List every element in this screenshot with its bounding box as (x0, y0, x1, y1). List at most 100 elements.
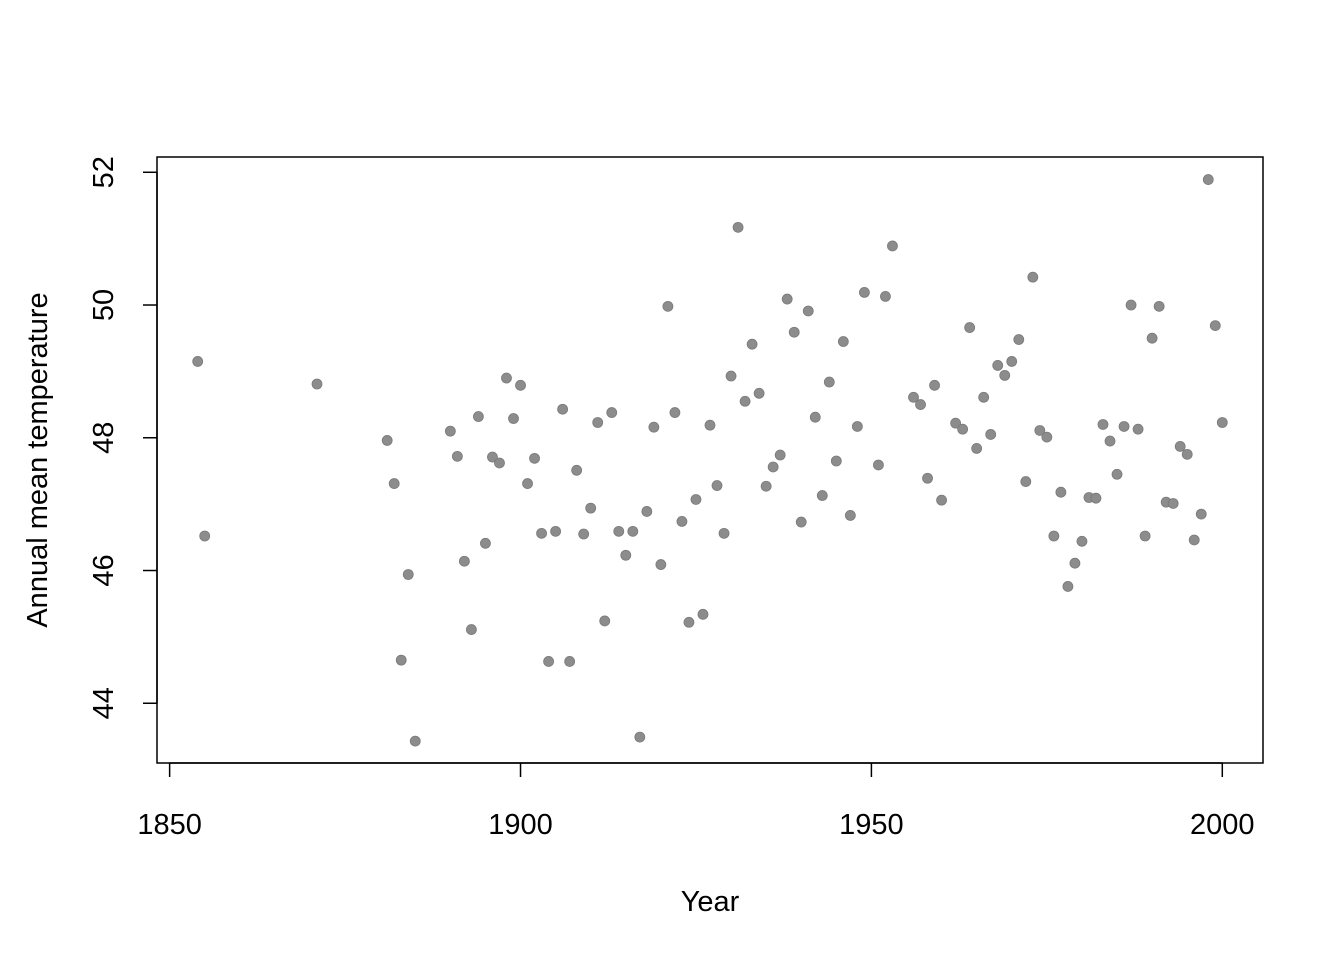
data-point (985, 429, 997, 440)
data-point (802, 305, 814, 317)
data-point (992, 360, 1004, 371)
data-point (564, 656, 576, 667)
data-point (543, 656, 554, 667)
data-point (957, 423, 969, 435)
data-point (929, 379, 940, 391)
data-point (746, 338, 758, 350)
data-point (1076, 535, 1088, 547)
data-point (781, 293, 793, 305)
data-point (816, 490, 828, 501)
data-point (199, 530, 211, 542)
data-point (388, 478, 400, 489)
data-point (1167, 498, 1179, 509)
data-point (844, 510, 856, 521)
data-point (550, 525, 562, 537)
data-point (999, 369, 1011, 381)
data-point (690, 494, 702, 505)
data-point (1034, 425, 1046, 436)
data-point (809, 411, 821, 423)
data-point (1209, 320, 1221, 331)
data-point (648, 421, 660, 433)
data-point (978, 391, 990, 403)
x-tick-label: 1950 (839, 809, 904, 841)
data-point (522, 478, 533, 489)
data-point (830, 455, 842, 467)
data-point (725, 370, 737, 382)
data-point (1013, 334, 1025, 345)
data-point (760, 480, 772, 492)
x-axis: 1850 1900 1950 2000 (137, 762, 1255, 841)
data-point (1195, 508, 1207, 520)
data-point (718, 527, 730, 539)
data-point (451, 450, 463, 462)
data-point (641, 506, 653, 517)
data-point (192, 356, 204, 367)
data-point (1020, 476, 1032, 487)
data-point (444, 425, 456, 437)
data-point (1111, 468, 1123, 480)
data-point (1132, 423, 1144, 435)
data-point (676, 515, 688, 527)
data-point (613, 525, 625, 537)
y-axis: 44 46 48 50 52 (88, 156, 158, 719)
data-point (465, 624, 477, 635)
data-point (683, 616, 695, 628)
data-point (788, 326, 800, 338)
y-tick-label: 48 (88, 422, 120, 454)
data-point (515, 379, 526, 391)
data-point (508, 413, 519, 424)
data-point (501, 372, 512, 384)
y-tick-label: 46 (88, 554, 120, 586)
data-point (1062, 581, 1074, 592)
data-point (908, 391, 919, 403)
data-point (529, 452, 540, 464)
data-point (402, 569, 414, 580)
data-point (1055, 486, 1067, 498)
data-point (887, 240, 898, 252)
data-point (858, 287, 870, 298)
data-point (880, 290, 891, 302)
x-tick-label: 1900 (488, 809, 553, 841)
data-point (311, 378, 323, 390)
data-point (599, 615, 611, 627)
data-point (971, 442, 983, 454)
data-point (697, 608, 709, 620)
data-point (795, 516, 807, 528)
data-point (950, 417, 962, 429)
data-point (711, 480, 723, 491)
data-point (662, 300, 674, 312)
data-point (704, 419, 716, 431)
data-point (1146, 332, 1158, 344)
data-point (494, 457, 505, 469)
data-point (1027, 271, 1039, 283)
data-point (480, 537, 491, 549)
data-point (739, 395, 751, 407)
data-point (409, 735, 421, 747)
data-point (1041, 431, 1053, 443)
data-point (915, 399, 926, 410)
data-point (1125, 299, 1137, 311)
data-point (620, 549, 632, 561)
y-axis-label: Annual mean temperature (22, 292, 54, 627)
data-point (774, 449, 786, 461)
data-point (1069, 557, 1081, 569)
data-point (767, 461, 779, 473)
data-point (473, 411, 484, 422)
data-point (1104, 435, 1116, 447)
data-point (964, 322, 976, 333)
data-point (1139, 530, 1151, 542)
plot-frame (156, 156, 1264, 764)
data-point (1181, 448, 1193, 460)
data-point (1006, 356, 1018, 367)
data-point (837, 336, 849, 347)
data-point (1174, 440, 1186, 452)
data-point (381, 435, 393, 446)
data-point (578, 528, 590, 540)
y-tick-label: 52 (88, 156, 120, 188)
data-point (592, 417, 604, 428)
x-tick-label: 2000 (1190, 809, 1255, 841)
data-point (536, 527, 547, 539)
data-point (1048, 530, 1060, 542)
data-point (1090, 492, 1102, 504)
